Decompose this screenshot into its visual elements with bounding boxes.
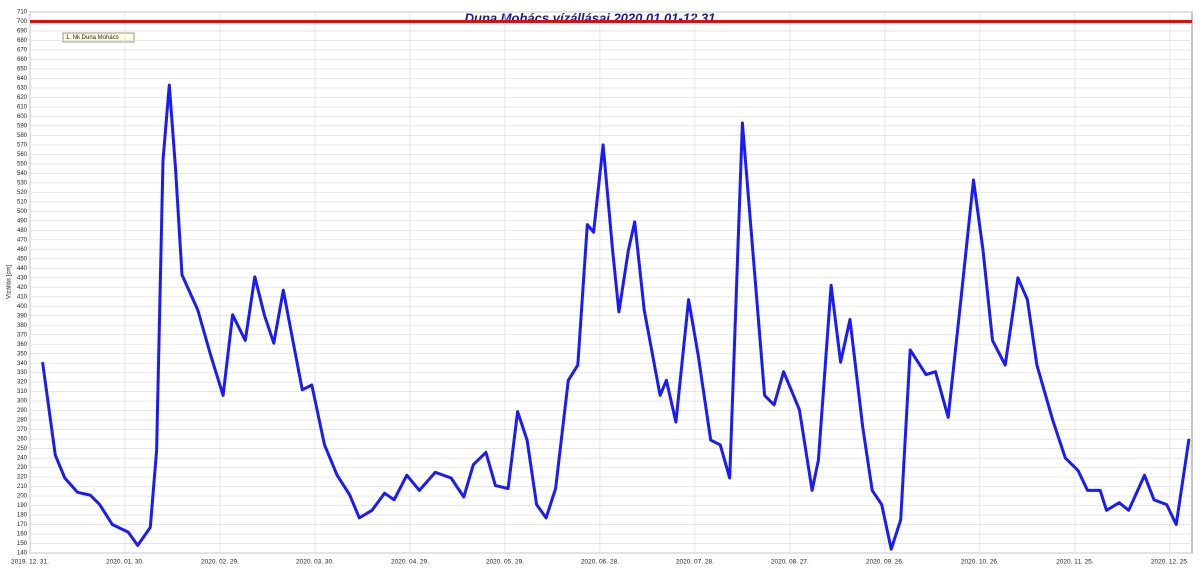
y-tick-label: 620 bbox=[17, 95, 28, 101]
y-tick-label: 710 bbox=[17, 10, 28, 16]
y-tick-label: 590 bbox=[17, 123, 28, 129]
x-tick-label: 2020. 11. 25. bbox=[1056, 559, 1094, 566]
x-tick-label: 2019. 12. 31. bbox=[11, 559, 49, 566]
y-tick-label: 660 bbox=[17, 57, 28, 63]
y-tick-label: 580 bbox=[17, 133, 28, 139]
y-tick-label: 370 bbox=[17, 332, 28, 338]
y-tick-label: 290 bbox=[17, 408, 28, 414]
y-tick-label: 480 bbox=[17, 228, 28, 234]
y-tick-label: 380 bbox=[17, 323, 28, 329]
y-tick-label: 310 bbox=[17, 389, 28, 395]
legend-entry: 1. Nk Duna Mohács bbox=[66, 35, 119, 41]
y-tick-label: 300 bbox=[17, 399, 28, 405]
y-tick-label: 690 bbox=[17, 29, 28, 35]
y-tick-label: 240 bbox=[17, 456, 28, 462]
legend-box bbox=[62, 32, 135, 43]
y-tick-label: 390 bbox=[17, 313, 28, 319]
y-tick-label: 270 bbox=[17, 427, 28, 433]
y-tick-label: 430 bbox=[17, 275, 28, 281]
plot-area bbox=[29, 11, 1193, 554]
y-tick-label: 400 bbox=[17, 304, 28, 310]
y-tick-label: 200 bbox=[17, 494, 28, 500]
y-tick-label: 250 bbox=[17, 446, 28, 452]
y-tick-label: 550 bbox=[17, 161, 28, 167]
y-tick-label: 670 bbox=[17, 48, 28, 54]
data-line bbox=[41, 83, 1191, 551]
y-tick-label: 680 bbox=[17, 38, 28, 44]
y-tick-label: 570 bbox=[17, 142, 28, 148]
y-tick-label: 140 bbox=[17, 551, 28, 557]
x-tick-label: 2020. 10. 26. bbox=[961, 559, 999, 566]
y-tick-label: 410 bbox=[17, 294, 28, 300]
y-tick-label: 440 bbox=[17, 266, 28, 272]
y-tick-label: 630 bbox=[17, 86, 28, 92]
y-tick-label: 280 bbox=[17, 418, 28, 424]
y-tick-label: 260 bbox=[17, 437, 28, 443]
x-tick-label: 2020. 03. 30. bbox=[296, 559, 334, 566]
y-tick-label: 640 bbox=[17, 76, 28, 82]
x-tick-label: 2020. 02. 29. bbox=[201, 559, 239, 566]
y-tick-label: 160 bbox=[17, 532, 28, 538]
x-tick-label: 2020. 06. 28. bbox=[581, 559, 619, 566]
y-tick-label: 330 bbox=[17, 370, 28, 376]
x-tick-label: 2020. 04. 29. bbox=[391, 559, 429, 566]
y-tick-label: 170 bbox=[17, 522, 28, 528]
y-tick-label: 530 bbox=[17, 180, 28, 186]
y-tick-label: 500 bbox=[17, 209, 28, 215]
y-tick-label: 700 bbox=[17, 19, 28, 25]
y-tick-label: 180 bbox=[17, 513, 28, 519]
y-tick-label: 210 bbox=[17, 484, 28, 490]
x-tick-label: 2020. 01. 30. bbox=[106, 559, 144, 566]
y-tick-label: 420 bbox=[17, 285, 28, 291]
x-tick-label: 2020. 07. 28. bbox=[676, 559, 714, 566]
y-tick-label: 190 bbox=[17, 503, 28, 509]
y-tick-label: 320 bbox=[17, 380, 28, 386]
x-tick-label: 2020. 12. 25. bbox=[1151, 559, 1189, 566]
y-tick-label: 470 bbox=[17, 237, 28, 243]
x-tick-label: 2020. 09. 26. bbox=[866, 559, 904, 566]
y-tick-label: 230 bbox=[17, 465, 28, 471]
x-tick-label: 2020. 05. 29. bbox=[486, 559, 524, 566]
y-axis-label: Vízállás [cm] bbox=[7, 265, 13, 299]
y-tick-label: 460 bbox=[17, 247, 28, 253]
y-tick-label: 350 bbox=[17, 351, 28, 357]
y-tick-label: 650 bbox=[17, 67, 28, 73]
y-tick-label: 490 bbox=[17, 218, 28, 224]
chart-title: Duna Mohács vízállásai 2020.01.01-12.31 bbox=[465, 10, 716, 25]
y-tick-label: 520 bbox=[17, 190, 28, 196]
y-tick-label: 340 bbox=[17, 361, 28, 367]
y-tick-label: 510 bbox=[17, 199, 28, 205]
y-tick-label: 450 bbox=[17, 256, 28, 262]
y-tick-label: 540 bbox=[17, 171, 28, 177]
y-tick-label: 220 bbox=[17, 475, 28, 481]
y-tick-label: 560 bbox=[17, 152, 28, 158]
y-tick-label: 360 bbox=[17, 342, 28, 348]
y-tick-label: 610 bbox=[17, 104, 28, 110]
y-tick-label: 150 bbox=[17, 541, 28, 547]
x-tick-label: 2020. 08. 27. bbox=[771, 559, 809, 566]
y-tick-label: 600 bbox=[17, 114, 28, 120]
